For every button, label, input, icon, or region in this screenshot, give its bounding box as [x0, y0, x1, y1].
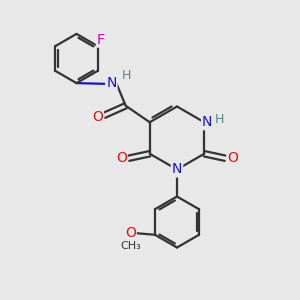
- Text: CH₃: CH₃: [120, 241, 141, 251]
- Text: N: N: [202, 115, 212, 129]
- Text: O: O: [125, 226, 136, 240]
- Text: O: O: [116, 151, 127, 165]
- Text: O: O: [92, 110, 103, 124]
- Text: H: H: [122, 69, 131, 82]
- Text: N: N: [106, 76, 116, 90]
- Text: N: N: [172, 163, 182, 176]
- Text: F: F: [97, 33, 105, 46]
- Text: O: O: [227, 151, 238, 165]
- Text: H: H: [215, 113, 225, 126]
